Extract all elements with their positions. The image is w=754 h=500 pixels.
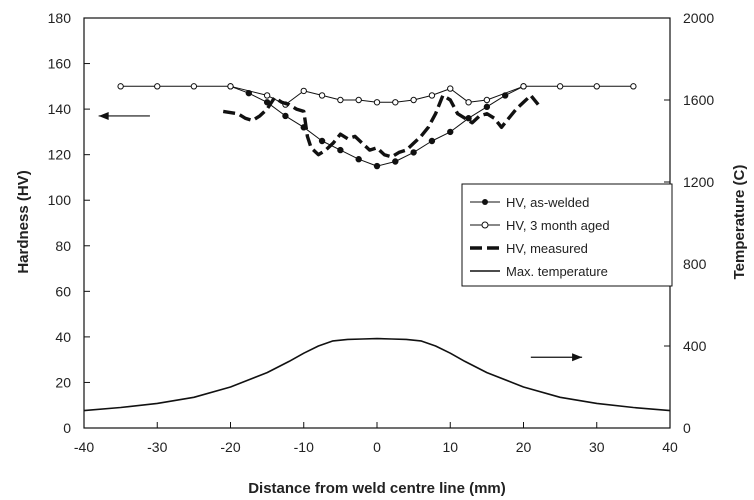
y-right-tick-label: 1200: [683, 174, 714, 190]
data-point: [465, 99, 472, 106]
data-point: [190, 83, 198, 90]
data-point: [355, 156, 362, 163]
x-axis-title: Distance from weld centre line (mm): [248, 480, 506, 497]
data-point: [465, 115, 472, 122]
series-2: [117, 83, 637, 108]
legend-box: [461, 183, 673, 287]
arrow-right: [530, 353, 583, 362]
data-point: [520, 83, 527, 90]
y-right-tick-label: 2000: [683, 10, 714, 26]
y-left-tick-label: 20: [55, 374, 71, 390]
y-left-tick-label: 160: [48, 56, 72, 72]
data-point: [282, 112, 289, 120]
data-point: [556, 83, 564, 90]
data-point: [593, 83, 600, 90]
data-point: [117, 83, 124, 90]
data-point: [337, 96, 344, 104]
legend-item-3-month-aged: HV, 3 month aged: [470, 218, 610, 233]
x-tick-label: 20: [516, 439, 532, 455]
y-left-tick-label: 120: [48, 147, 72, 163]
x-tick-label: -10: [294, 439, 314, 455]
y-left-tick-label: 60: [55, 283, 71, 299]
data-point: [355, 96, 362, 104]
series-3: [222, 93, 540, 159]
x-tick-label: -40: [74, 439, 94, 455]
y-axis-left-title: Hardness (HV): [15, 170, 32, 273]
y-axis-right-title: Temperature (C): [731, 165, 748, 280]
x-tick-label: 30: [589, 439, 605, 455]
legend-label: HV, as-welded: [506, 195, 589, 210]
data-point: [300, 87, 307, 95]
series-line: [83, 337, 671, 412]
data-point: [447, 128, 454, 136]
data-point: [447, 85, 454, 92]
data-point: [337, 146, 344, 154]
x-tick-label: 0: [373, 439, 381, 455]
arrow-left: [98, 111, 150, 120]
data-point: [154, 83, 161, 90]
series-4: [83, 337, 671, 412]
y-left-tick-label: 100: [48, 192, 72, 208]
y-left-tick-label: 180: [48, 10, 72, 26]
data-point: [318, 92, 326, 99]
y-left-tick-label: 140: [48, 101, 72, 117]
legend-label: HV, measured: [506, 241, 588, 256]
y-right-tick-label: 1600: [683, 92, 714, 108]
data-point: [483, 103, 491, 111]
y-left-tick-label: 40: [55, 329, 71, 345]
data-point: [483, 96, 491, 104]
x-tick-label: -30: [147, 439, 167, 455]
data-point: [410, 149, 417, 156]
x-tick-label: 10: [442, 439, 458, 455]
y-right-tick-label: 800: [683, 256, 707, 272]
arrow-head: [572, 353, 583, 362]
arrow-head: [98, 111, 109, 120]
data-point: [227, 83, 234, 90]
legend-marker-filled-circle: [482, 199, 488, 205]
data-point: [373, 162, 381, 170]
data-point: [392, 158, 399, 165]
data-point: [630, 83, 637, 90]
y-right-tick-label: 0: [683, 420, 691, 436]
y-left-tick-label: 80: [55, 238, 71, 254]
data-point: [318, 137, 326, 145]
axes-layer: -40 -30 -20 -10 0 10 20 30 400204060801001201401…: [48, 10, 715, 455]
legend-marker-open-circle: [481, 221, 489, 229]
data-point: [428, 92, 436, 99]
x-tick-label: 40: [662, 439, 678, 455]
annotation-layer: [98, 111, 583, 362]
data-point: [428, 137, 436, 145]
legend-label: Max. temperature: [506, 264, 608, 279]
series-line: [222, 93, 540, 159]
y-left-tick-label: 0: [63, 420, 71, 436]
legend-label: HV, 3 month aged: [506, 218, 610, 233]
series-1: [227, 83, 527, 170]
data-point: [392, 99, 399, 106]
legend: HV, as-welded HV, 3 month aged HV, measu…: [461, 183, 673, 287]
y-right-tick-label: 400: [683, 338, 707, 354]
x-tick-label: -20: [220, 439, 240, 455]
data-point: [410, 96, 417, 104]
legend-item-as-welded: HV, as-welded: [470, 195, 589, 210]
series-layer: [83, 83, 671, 412]
data-point: [373, 99, 381, 106]
legend-item-measured: HV, measured: [470, 241, 588, 256]
legend-item-max-temperature: Max. temperature: [470, 264, 608, 279]
data-point: [263, 92, 271, 99]
